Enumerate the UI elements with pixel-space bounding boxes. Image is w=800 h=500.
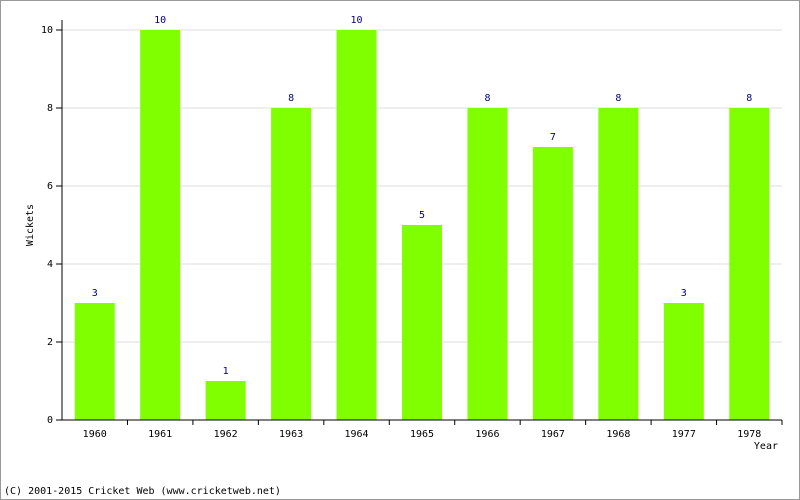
y-tick-label: 8 bbox=[47, 103, 53, 114]
x-tick-label: 1961 bbox=[148, 429, 172, 440]
x-tick-label: 1978 bbox=[737, 429, 761, 440]
value-label: 8 bbox=[288, 93, 294, 104]
y-tick-label: 6 bbox=[47, 181, 53, 192]
footer: (C) 2001-2015 Cricket Web (www.cricketwe… bbox=[4, 486, 281, 497]
bar bbox=[402, 225, 442, 420]
bar bbox=[336, 30, 377, 420]
y-tick-label: 2 bbox=[47, 337, 53, 348]
x-tick-label: 1963 bbox=[279, 429, 303, 440]
bar bbox=[271, 108, 312, 420]
value-label: 1 bbox=[223, 366, 229, 377]
x-tick-label: 1968 bbox=[606, 429, 630, 440]
value-label: 5 bbox=[419, 210, 425, 221]
bar bbox=[205, 381, 246, 420]
bar bbox=[729, 108, 770, 420]
x-tick-label: 1965 bbox=[410, 429, 434, 440]
x-tick-label: 1967 bbox=[541, 429, 565, 440]
bar bbox=[467, 108, 508, 420]
value-label: 10 bbox=[351, 15, 363, 26]
x-axis-label: Year bbox=[754, 441, 778, 452]
value-label: 3 bbox=[92, 288, 98, 299]
x-tick-label: 1962 bbox=[214, 429, 238, 440]
x-tick-label: 1977 bbox=[672, 429, 696, 440]
value-label: 10 bbox=[154, 15, 166, 26]
bar bbox=[598, 108, 639, 420]
y-tick-label: 4 bbox=[47, 259, 53, 270]
x-tick-label: 1966 bbox=[475, 429, 499, 440]
value-label: 3 bbox=[681, 288, 687, 299]
x-tick-label: 1964 bbox=[344, 429, 368, 440]
value-label: 8 bbox=[615, 93, 621, 104]
bar bbox=[532, 147, 573, 420]
y-tick-label: 10 bbox=[41, 25, 53, 36]
bar bbox=[74, 303, 115, 420]
x-tick-label: 1960 bbox=[83, 429, 107, 440]
y-tick-label: 0 bbox=[47, 415, 53, 426]
bar bbox=[140, 30, 181, 420]
y-axis-label: Wickets bbox=[25, 204, 36, 246]
value-label: 8 bbox=[746, 93, 752, 104]
value-label: 7 bbox=[550, 132, 556, 143]
value-label: 8 bbox=[484, 93, 490, 104]
bar bbox=[663, 303, 704, 420]
